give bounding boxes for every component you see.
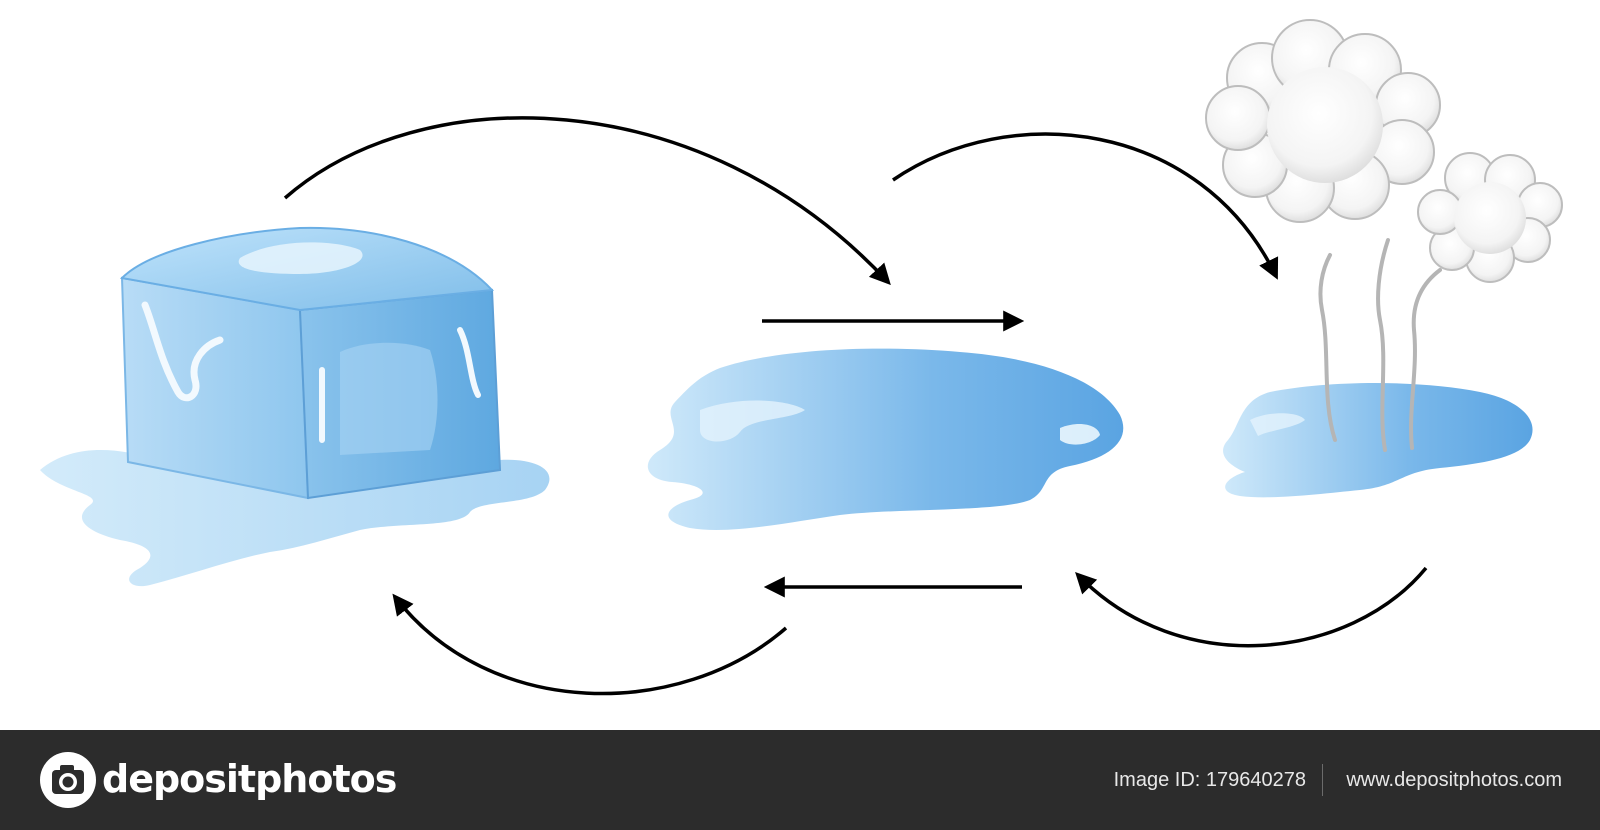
- stock-photo-footer: depositphotos Image ID: 179640278 www.de…: [0, 730, 1600, 830]
- camera-logo-icon: [40, 752, 96, 808]
- ice-cube-reflection-side: [340, 342, 438, 455]
- steam-cloud-small: [1417, 152, 1563, 283]
- arrow-liquid-to-solid-curved: [392, 593, 788, 696]
- small-puddle: [1223, 383, 1533, 498]
- brand-name: depositphotos: [102, 757, 397, 801]
- steam-wisp-left: [1318, 253, 1337, 442]
- ice-cube-highlight: [238, 242, 363, 274]
- water-puddle-illustration: [647, 348, 1124, 531]
- arrow-liquid-to-gas-curved: [892, 132, 1279, 280]
- diagram-canvas: [40, 19, 1563, 696]
- phase-change-diagram: [40, 19, 1563, 696]
- arrow-solid-to-liquid-curved: [283, 116, 891, 286]
- steam-cloud-large: [1205, 19, 1441, 223]
- ice-cube-reflection-line: [319, 327, 481, 443]
- image-id-label: Image ID: 179640278: [1113, 769, 1306, 791]
- steam-wisp-right: [1409, 268, 1442, 450]
- water-puddle: [647, 348, 1124, 531]
- transition-arrows: [283, 116, 1428, 696]
- water-puddle-gloss: [1060, 424, 1100, 445]
- arrow-gas-to-liquid-curved: [1075, 566, 1428, 648]
- steam-illustration: [1205, 19, 1563, 498]
- ice-cube-illustration: [40, 226, 550, 587]
- ice-cube-reflection-front: [141, 301, 224, 402]
- website-link[interactable]: www.depositphotos.com: [1346, 769, 1562, 791]
- small-puddle-highlight: [1250, 413, 1305, 436]
- steam-wisp-middle: [1376, 238, 1390, 452]
- footer-divider: [1322, 764, 1323, 796]
- meltwater-puddle: [40, 450, 550, 587]
- water-puddle-highlight: [700, 400, 805, 442]
